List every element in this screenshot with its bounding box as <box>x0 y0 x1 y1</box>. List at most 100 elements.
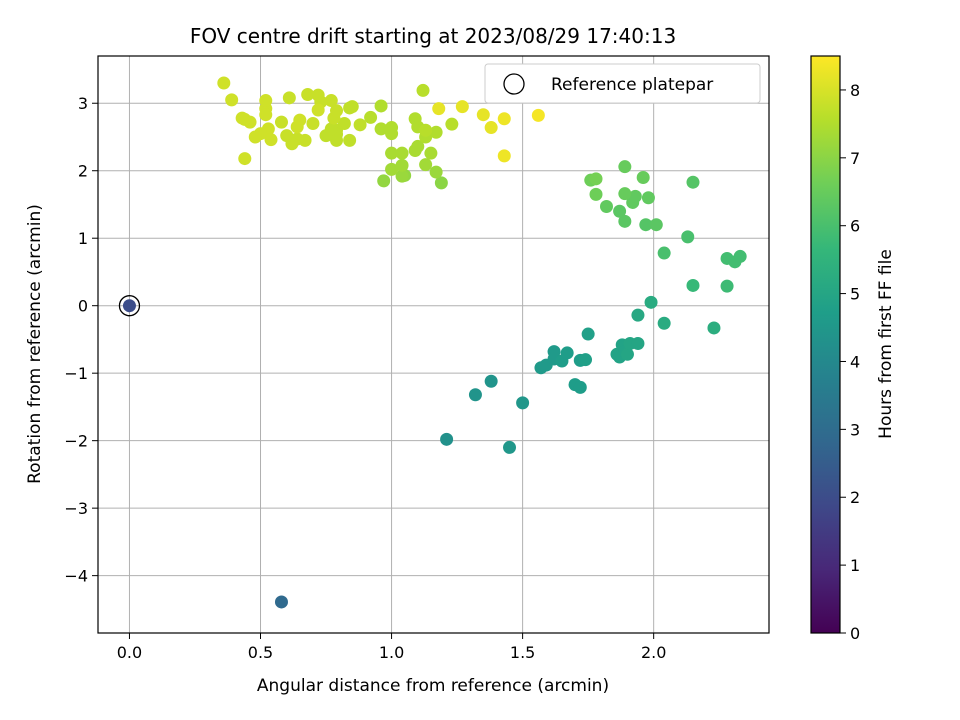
data-point <box>733 249 747 263</box>
data-point <box>374 99 388 113</box>
data-point <box>657 246 671 260</box>
data-point <box>445 117 459 131</box>
data-point <box>311 103 325 117</box>
data-point <box>503 440 517 454</box>
data-point <box>385 146 399 160</box>
data-point <box>628 189 642 203</box>
data-point <box>274 595 288 609</box>
data-point <box>324 94 338 108</box>
x-tick-label: 0.0 <box>117 643 142 662</box>
y-tick-label: 2 <box>78 162 88 181</box>
x-tick-label: 2.0 <box>641 643 666 662</box>
data-point <box>440 432 454 446</box>
data-point <box>343 133 357 147</box>
data-point <box>618 214 632 228</box>
colorbar-gradient <box>811 56 840 633</box>
grid-lines <box>98 56 769 633</box>
data-point <box>419 158 433 172</box>
data-point <box>330 133 344 147</box>
y-axis-label: Rotation from reference (arcmin) <box>25 204 45 484</box>
data-point <box>353 118 367 132</box>
legend: Reference platepar <box>484 63 761 104</box>
colorbar-label: Hours from first FF file <box>876 249 896 439</box>
data-point <box>416 83 430 97</box>
data-point <box>581 327 595 341</box>
legend-entry: Reference platepar <box>551 75 713 95</box>
data-point <box>311 88 325 102</box>
data-point <box>455 100 469 114</box>
data-point <box>385 162 399 176</box>
data-points <box>217 76 747 609</box>
data-point <box>238 152 252 166</box>
colorbar: 0 1 2 3 4 5 6 7 8 Hours from first FF file <box>810 55 896 643</box>
legend-marker <box>503 73 525 95</box>
data-point <box>434 176 448 190</box>
reference-ring <box>118 295 141 317</box>
data-point <box>573 380 587 394</box>
y-tick-label: −3 <box>64 499 88 518</box>
data-point <box>599 199 613 213</box>
data-point <box>385 121 399 135</box>
data-point <box>419 123 433 137</box>
data-point <box>217 76 231 90</box>
x-tick-label: 1.5 <box>510 643 535 662</box>
data-point <box>395 158 409 172</box>
y-tick-label: 1 <box>78 229 88 248</box>
data-point <box>330 104 344 118</box>
data-point <box>641 191 655 205</box>
data-point <box>707 321 721 335</box>
data-point <box>589 187 603 201</box>
data-point <box>345 100 359 114</box>
data-point <box>631 308 645 322</box>
data-point <box>225 93 239 107</box>
data-point <box>620 347 634 361</box>
colorbar-tick-label: 8 <box>850 81 860 100</box>
data-point <box>686 175 700 189</box>
data-point <box>613 204 627 218</box>
legend-box <box>484 63 761 104</box>
data-point <box>301 87 315 101</box>
y-tick-label: −2 <box>64 432 88 451</box>
colorbar-tick-label: 5 <box>850 285 860 304</box>
y-tick-label: −1 <box>64 364 88 383</box>
data-point <box>280 129 294 143</box>
data-point <box>411 139 425 153</box>
data-point <box>686 278 700 292</box>
data-point <box>306 116 320 130</box>
data-point <box>618 187 632 201</box>
x-tick-label: 0.5 <box>248 643 273 662</box>
data-point <box>657 316 671 330</box>
data-point <box>636 170 650 184</box>
data-point <box>432 102 446 116</box>
y-tick-label: 3 <box>78 94 88 113</box>
data-point <box>377 174 391 188</box>
data-point <box>618 160 632 174</box>
data-point <box>589 172 603 186</box>
data-point <box>429 165 443 179</box>
reference-point <box>122 299 136 313</box>
data-point <box>631 336 645 350</box>
reference-marker <box>118 295 141 317</box>
data-point <box>476 108 490 122</box>
colorbar-ticks: 0 1 2 3 4 5 6 7 8 <box>840 81 860 643</box>
data-point <box>235 111 249 125</box>
colorbar-frame <box>810 55 841 634</box>
data-point <box>516 396 530 410</box>
data-point <box>720 279 734 293</box>
data-point <box>259 108 273 122</box>
data-point <box>484 121 498 135</box>
colorbar-tick-label: 7 <box>850 149 860 168</box>
data-point <box>364 110 378 124</box>
data-point <box>274 115 288 129</box>
data-point <box>395 169 409 183</box>
data-point <box>497 149 511 163</box>
data-point <box>395 146 409 160</box>
data-point <box>429 125 443 139</box>
x-axis-ticks: 0.0 0.5 1.0 1.5 2.0 <box>117 633 666 662</box>
data-point <box>374 122 388 136</box>
data-point <box>282 91 296 105</box>
data-point <box>639 218 653 232</box>
data-point <box>531 108 545 122</box>
x-tick-label: 1.0 <box>379 643 404 662</box>
